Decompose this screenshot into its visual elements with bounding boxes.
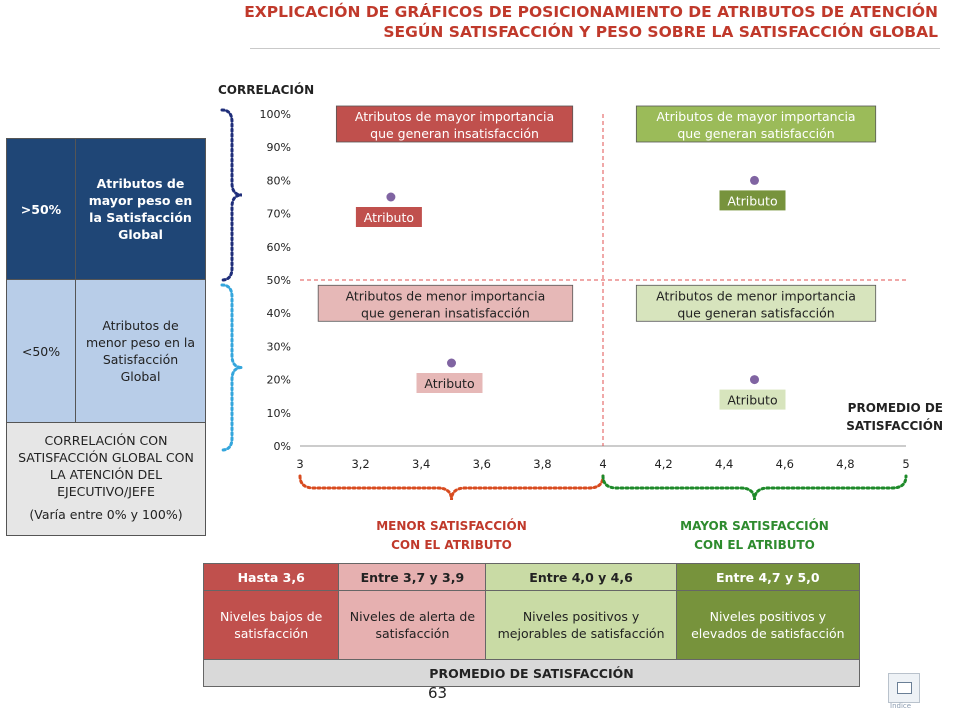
quadrant-label-line: que generan satisfacción [677,126,834,141]
title-line-1: EXPLICACIÓN DE GRÁFICOS DE POSICIONAMIEN… [244,3,938,21]
level-header-1: Hasta 3,6 [202,563,340,591]
brace-low-correlation [220,283,243,452]
data-point [386,192,396,202]
quadrant-label-line: que generan satisfacción [677,305,834,320]
quadrant-label-box [317,284,574,322]
document-icon [897,682,912,694]
x-tick-label: 5 [902,457,909,471]
level-desc-1: Niveles bajos de satisfacción [202,590,340,660]
y-tick-label: 70% [267,208,291,221]
quadrant-label-line: Atributos de mayor importancia [656,109,855,124]
high-weight-label: Atributos de mayor peso en la Satisfacci… [88,176,193,242]
brace-high-correlation [220,108,243,282]
y-tick-label: 10% [267,407,291,420]
level-desc-4: Niveles positivos y elevados de satisfac… [675,590,861,660]
data-point-label-box [416,373,483,393]
high-weight-text: Atributos de mayor peso en la Satisfacci… [75,138,206,280]
y-tick-label: 80% [267,174,291,187]
level-header-2: Entre 3,7 y 3,9 [338,563,487,591]
low-weight-text: Atributos de menor peso en la Satisfacci… [75,279,206,423]
title-divider [250,48,940,49]
index-nav-label[interactable]: Indice [890,702,912,710]
data-point-label: Atributo [727,393,777,408]
x-tick-label: 4,6 [776,457,794,471]
data-point [447,358,456,368]
data-point-label-box [719,190,786,211]
index-nav-button[interactable] [888,673,920,703]
y-tick-label: 0% [274,440,291,453]
correlation-description: CORRELACIÓN CON SATISFACCIÓN GLOBAL CON … [6,422,206,536]
data-point-label: Atributo [364,210,414,225]
low-satisfaction-note: CON EL ATRIBUTO [391,538,512,552]
high-weight-pct: >50% [6,138,76,280]
low-weight-label: Atributos de menor peso en la Satisfacci… [85,318,196,384]
quadrant-label-line: Atributos de menor importancia [346,288,546,303]
x-tick-label: 3,2 [351,457,369,471]
x-axis-title-line-2: SATISFACCIÓN [846,418,943,433]
x-tick-label: 3,6 [473,457,491,471]
data-point-label: Atributo [424,376,474,391]
level-header-4: Entre 4,7 y 5,0 [675,563,861,591]
data-point-label: Atributo [727,193,777,208]
quadrant-label-line: Atributos de menor importancia [656,288,856,303]
x-tick-label: 3,4 [412,457,430,471]
quadrant-label-box [335,105,574,143]
correlation-text: CORRELACIÓN CON SATISFACCIÓN GLOBAL CON … [18,432,194,499]
quadrant-label-line: Atributos de mayor importancia [355,109,554,124]
quadrant-label-line: que generan insatisfacción [361,305,530,320]
x-tick-label: 3,8 [533,457,551,471]
y-tick-label: 100% [260,108,291,121]
data-point-label-box [355,207,422,227]
level-header-3: Entre 4,0 y 4,6 [485,563,677,591]
levels-footer: PROMEDIO DE SATISFACCIÓN [203,659,860,687]
quadrant-label-line: que generan insatisfacción [370,126,539,141]
x-tick-label: 4,8 [836,457,854,471]
x-tick-label: 3 [296,457,303,471]
y-tick-label: 90% [267,141,291,154]
y-axis-title: CORRELACIÓN [218,82,314,97]
title-line-2: SEGÚN SATISFACCIÓN Y PESO SOBRE LA SATIS… [383,23,938,41]
high-satisfaction-note: CON EL ATRIBUTO [694,538,815,552]
correlation-range-note: (Varía entre 0% y 100%) [29,506,183,522]
correlation-legend-table: >50% Atributos de mayor peso en la Satis… [6,138,206,536]
satisfaction-levels-table: Hasta 3,6 Entre 3,7 y 3,9 Entre 4,0 y 4,… [202,563,861,687]
data-point-label-box [719,389,786,410]
x-tick-label: 4 [599,457,606,471]
x-tick-label: 4,2 [654,457,672,471]
x-axis-title-line-1: PROMEDIO DE [848,401,943,415]
level-desc-2: Niveles de alerta de satisfacción [338,590,487,660]
y-tick-label: 60% [267,241,291,254]
quadrant-label-box [635,284,877,322]
page-number: 63 [428,684,448,702]
data-point [750,375,759,385]
level-desc-3: Niveles positivos y mejorables de satisf… [485,590,677,660]
y-tick-label: 40% [267,307,291,320]
y-tick-label: 20% [267,374,291,387]
brace-high-satisfaction [601,474,908,501]
page-title: EXPLICACIÓN DE GRÁFICOS DE POSICIONAMIEN… [178,2,938,42]
low-weight-pct: <50% [6,279,76,423]
y-tick-label: 30% [267,340,291,353]
x-tick-label: 4,4 [715,457,733,471]
data-point [750,175,759,185]
brace-low-satisfaction [298,474,605,501]
y-tick-label: 50% [267,274,291,287]
high-satisfaction-note: MAYOR SATISFACCIÓN [680,518,829,533]
low-satisfaction-note: MENOR SATISFACCIÓN [376,518,527,533]
quadrant-label-box [635,105,877,143]
